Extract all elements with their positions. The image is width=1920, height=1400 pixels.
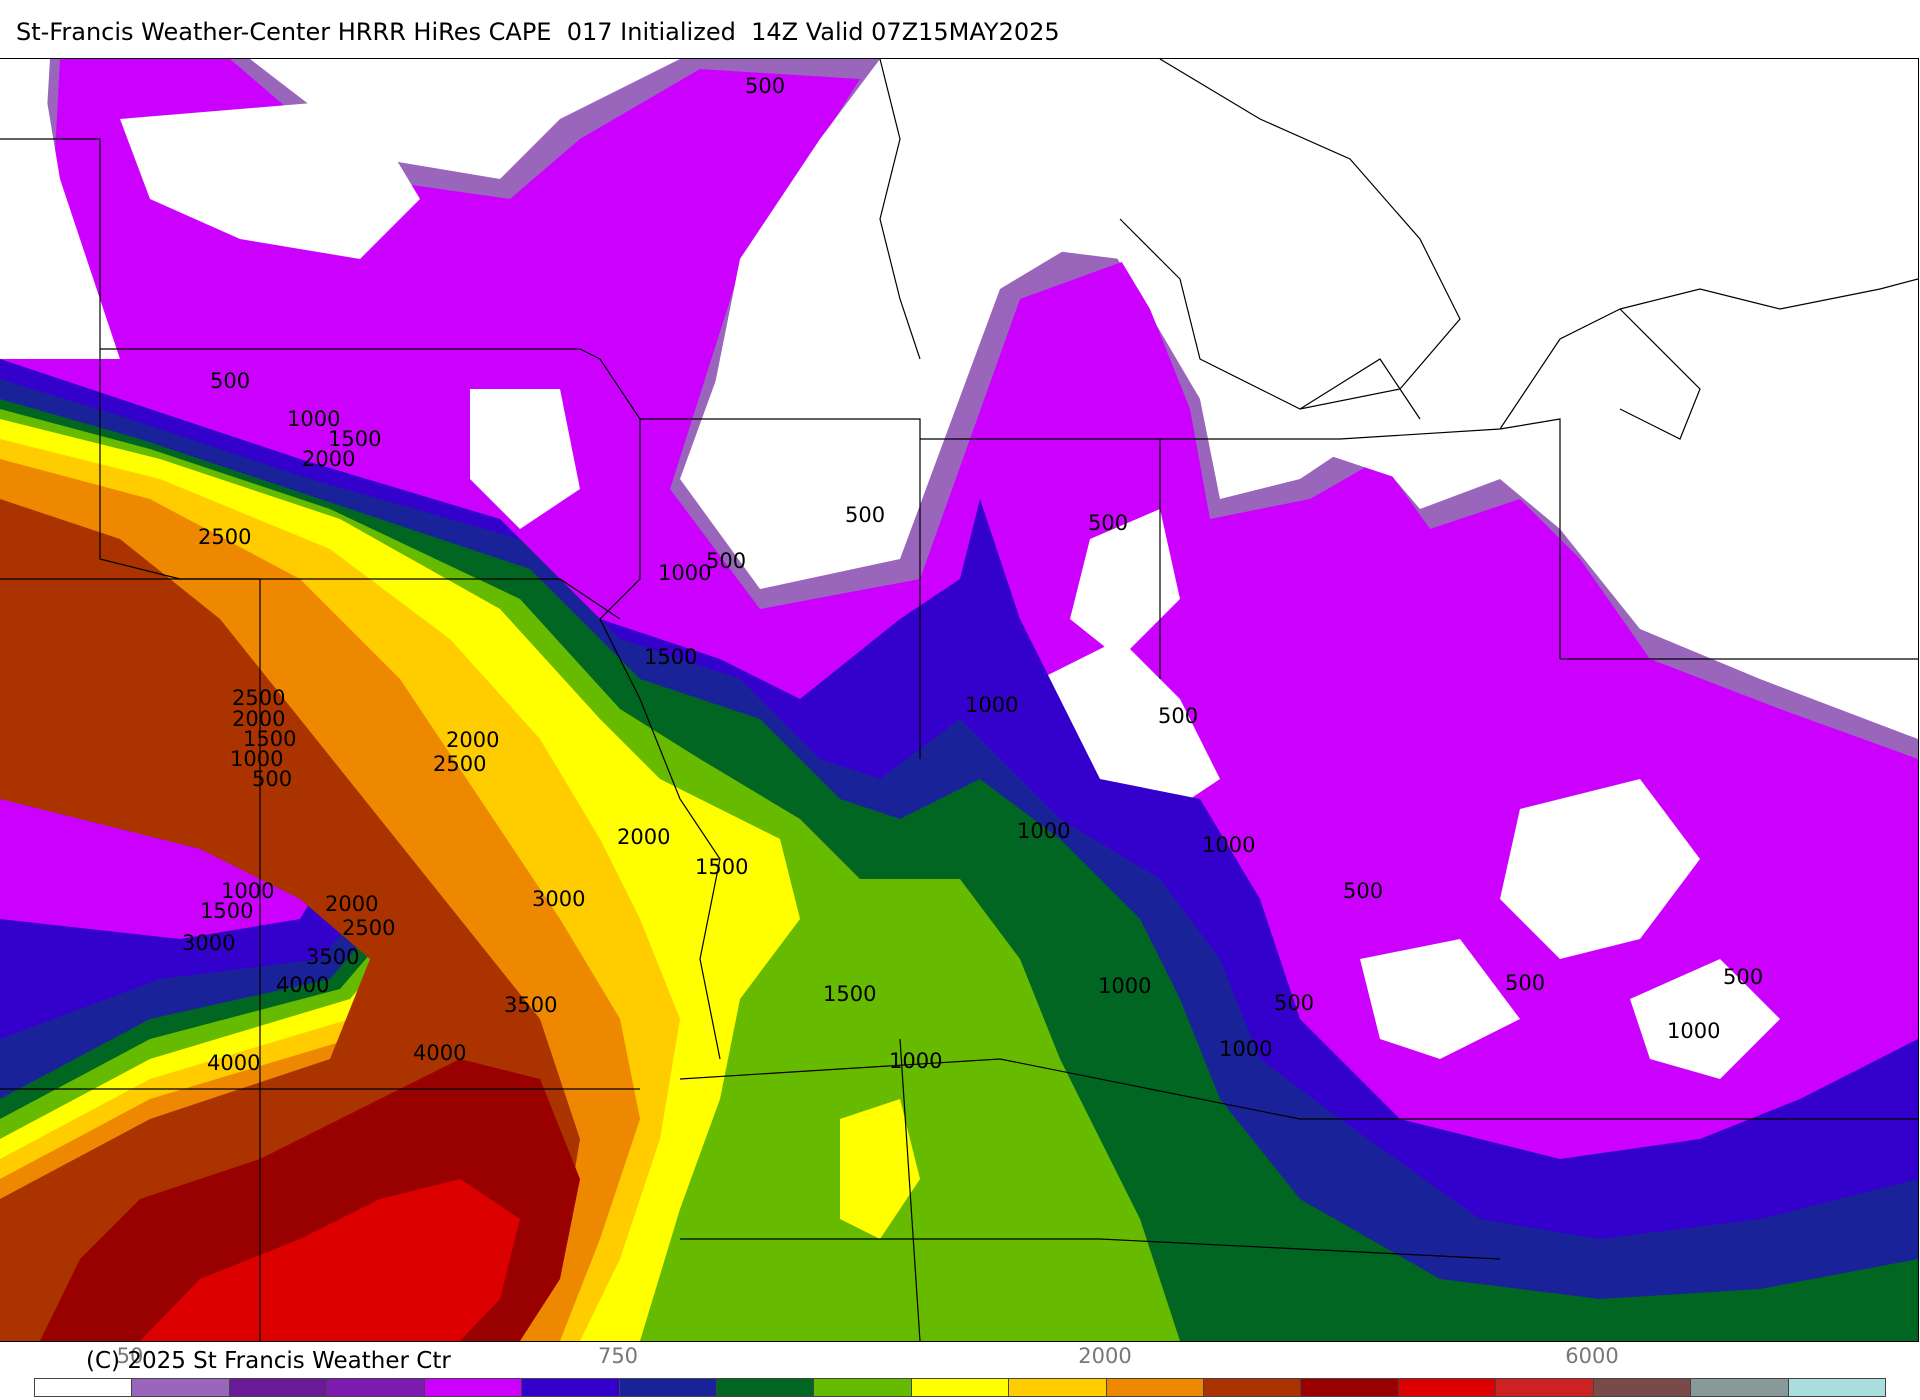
colorbar-swatch [1593,1379,1692,1396]
contour-label: 500 [1274,991,1315,1015]
colorbar-swatch [522,1379,620,1396]
cape-field-svg [0,59,1918,1341]
contour-label: 1000 [1098,974,1152,998]
copyright-text: (C) 2025 St Francis Weather Ctr [86,1348,451,1374]
contour-label: 1000 [1219,1037,1273,1061]
colorbar-swatch [1398,1379,1497,1396]
colorbar-swatch [716,1379,815,1396]
contour-label: 500 [845,503,886,527]
contour-label: 500 [745,74,786,98]
colorbar-swatch [814,1379,912,1396]
contour-label: 500 [252,767,293,791]
colorbar-swatch [911,1379,1010,1396]
colorbar-label: 50 [116,1344,144,1368]
colorbar-swatch [424,1379,523,1396]
contour-label: 3000 [182,931,236,955]
contour-label: 1500 [328,427,382,451]
contour-label: 2500 [433,752,487,776]
contour-label: 1500 [200,899,254,923]
contour-label: 500 [210,369,251,393]
contour-label: 1500 [243,727,297,751]
contour-label: 3500 [504,993,558,1017]
cape-map: 500 500 1000 1500 2000 2500 500 500 1000… [0,58,1919,1342]
contour-label: 1000 [1667,1019,1721,1043]
contour-label: 2000 [325,892,379,916]
contour-label: 2000 [446,728,500,752]
colorbar-swatch [619,1379,717,1396]
colorbar-swatch [1496,1379,1594,1396]
colorbar-labels: 50 750 2000 6000 [0,1344,1920,1374]
colorbar-swatch [35,1379,133,1396]
colorbar-swatch [1788,1379,1886,1396]
colorbar-label: 6000 [1565,1344,1619,1368]
contour-label: 1000 [889,1049,943,1073]
contour-label: 3000 [532,887,586,911]
colorbar-label: 2000 [1078,1344,1132,1368]
colorbar-swatch [229,1379,328,1396]
contour-label: 2500 [342,916,396,940]
colorbar-swatch [1106,1379,1205,1396]
map-title: St-Francis Weather-Center HRRR HiRes CAP… [16,18,1060,46]
contour-label: 500 [1158,704,1199,728]
contour-label: 2000 [617,825,671,849]
colorbar-swatch [1009,1379,1107,1396]
colorbar-swatch [327,1379,425,1396]
contour-label: 1000 [965,693,1019,717]
contour-label: 1000 [658,561,712,585]
contour-label: 2000 [232,707,286,731]
colorbar-swatch [1691,1379,1789,1396]
contour-label: 500 [1723,965,1764,989]
contour-label: 1000 [230,747,284,771]
contour-label: 1500 [695,855,749,879]
contour-label: 4000 [207,1051,261,1075]
contour-label: 2500 [198,525,252,549]
state-borders [0,59,1918,1341]
contour-label: 1000 [221,879,275,903]
contour-label: 500 [1343,879,1384,903]
cape-colorbar [34,1378,1886,1397]
contour-label: 3500 [306,945,360,969]
contour-label: 500 [706,549,747,573]
contour-label: 2000 [302,447,356,471]
colorbar-swatch [1204,1379,1302,1396]
cape-band-red [140,1179,520,1341]
contour-label: 500 [1505,971,1546,995]
contour-label: 1000 [1017,819,1071,843]
contour-label: 500 [1088,511,1129,535]
contour-label: 1500 [644,645,698,669]
contour-label: 1000 [287,407,341,431]
contour-label: 4000 [413,1041,467,1065]
colorbar-label: 750 [597,1344,639,1368]
contour-label: 1500 [823,982,877,1006]
colorbar-swatch [1301,1379,1399,1396]
contour-label: 4000 [276,973,330,997]
contour-label: 1000 [1202,833,1256,857]
colorbar-swatch [132,1379,230,1396]
contour-label: 2500 [232,686,286,710]
